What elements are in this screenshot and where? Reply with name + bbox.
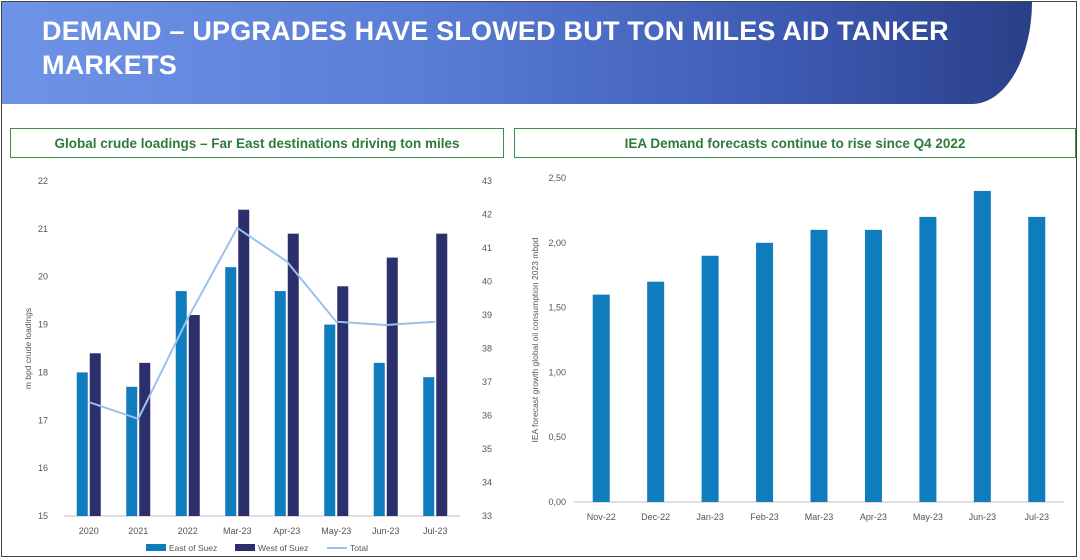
- bar-east-of-suez: [76, 372, 88, 516]
- right-chart-y-tick: 1,50: [548, 303, 566, 313]
- right-panel-header: IEA Demand forecasts continue to rise si…: [514, 128, 1076, 158]
- left-y-tick: 17: [38, 415, 48, 425]
- bar-east-of-suez: [324, 324, 336, 516]
- bar-east-of-suez: [225, 267, 237, 516]
- right-chart-y-tick: 0,00: [548, 497, 566, 507]
- right-chart-x-tick: Jun-23: [969, 512, 997, 522]
- left-panel-header: Global crude loadings – Far East destina…: [10, 128, 504, 158]
- right-chart-x-tick: Apr-23: [860, 512, 887, 522]
- left-x-tick: Jun-23: [372, 526, 400, 536]
- right-y-tick: 38: [482, 344, 492, 354]
- left-y-tick: 16: [38, 463, 48, 473]
- bar-iea-forecast: [810, 229, 828, 502]
- bar-iea-forecast: [647, 281, 665, 502]
- legend-total: Total: [350, 543, 368, 553]
- bar-west-of-suez: [139, 362, 151, 516]
- left-y-tick: 19: [38, 320, 48, 330]
- right-chart-x-tick: Jul-23: [1025, 512, 1050, 522]
- left-y-tick: 21: [38, 224, 48, 234]
- left-y-tick: 18: [38, 367, 48, 377]
- slide-title: DEMAND – UPGRADES HAVE SLOWED BUT TON MI…: [42, 16, 949, 80]
- bar-east-of-suez: [274, 291, 286, 516]
- right-chart-title: IEA Demand forecasts continue to rise si…: [624, 135, 966, 151]
- bar-east-of-suez: [126, 386, 138, 516]
- bar-iea-forecast: [756, 242, 774, 503]
- legend-west-of-suez: West of Suez: [258, 543, 308, 553]
- right-chart-y-tick: 0,50: [548, 432, 566, 442]
- right-chart-x-tick: Nov-22: [587, 512, 616, 522]
- bar-iea-forecast: [1028, 216, 1046, 502]
- left-y-tick: 20: [38, 272, 48, 282]
- right-chart-x-tick: Dec-22: [641, 512, 670, 522]
- right-y-tick: 41: [482, 243, 492, 253]
- bar-west-of-suez: [287, 233, 299, 516]
- right-chart-x-tick: Feb-23: [750, 512, 779, 522]
- bar-west-of-suez: [337, 286, 349, 516]
- left-x-tick: May-23: [321, 526, 351, 536]
- bar-west-of-suez: [436, 233, 448, 516]
- bar-west-of-suez: [89, 353, 101, 516]
- title-banner: DEMAND – UPGRADES HAVE SLOWED BUT TON MI…: [2, 2, 1032, 104]
- legend-swatch-west: [235, 544, 255, 551]
- bar-iea-forecast: [701, 255, 719, 502]
- bar-east-of-suez: [175, 291, 187, 516]
- right-y-tick: 42: [482, 210, 492, 220]
- bar-east-of-suez: [423, 377, 435, 516]
- left-x-tick: 2020: [79, 526, 99, 536]
- bar-west-of-suez: [238, 209, 250, 516]
- bar-west-of-suez: [386, 257, 398, 516]
- right-y-tick: 39: [482, 310, 492, 320]
- right-y-tick: 43: [482, 176, 492, 186]
- bar-iea-forecast: [864, 229, 882, 502]
- bar-west-of-suez: [188, 315, 200, 516]
- left-chart-title: Global crude loadings – Far East destina…: [54, 135, 460, 151]
- right-chart-x-tick: Jan-23: [696, 512, 724, 522]
- left-y-axis-label: m bpd crude loadings: [23, 308, 33, 389]
- right-y-tick: 36: [482, 411, 492, 421]
- right-chart-x-tick: Mar-23: [805, 512, 834, 522]
- legend-swatch-east: [146, 544, 166, 551]
- right-chart-y-tick: 1,00: [548, 367, 566, 377]
- right-chart-y-tick: 2,00: [548, 238, 566, 248]
- right-y-tick: 35: [482, 444, 492, 454]
- right-chart-y-axis-label: IEA forecast growth global oil consumpti…: [530, 237, 540, 442]
- right-y-tick: 40: [482, 277, 492, 287]
- left-y-tick: 15: [38, 511, 48, 521]
- left-x-tick: Jul-23: [423, 526, 448, 536]
- left-y-tick: 22: [38, 176, 48, 186]
- bar-iea-forecast: [973, 190, 991, 502]
- bar-east-of-suez: [373, 362, 385, 516]
- line-total: [88, 226, 436, 421]
- bar-iea-forecast: [592, 294, 610, 502]
- right-y-tick: 33: [482, 511, 492, 521]
- left-x-tick: Apr-23: [273, 526, 300, 536]
- right-y-tick: 37: [482, 377, 492, 387]
- bar-iea-forecast: [919, 216, 937, 502]
- left-x-tick: 2021: [128, 526, 148, 536]
- right-chart-y-tick: 2,50: [548, 173, 566, 183]
- left-x-tick: 2022: [178, 526, 198, 536]
- left-x-tick: Mar-23: [223, 526, 252, 536]
- right-chart-x-tick: May-23: [913, 512, 943, 522]
- legend-east-of-suez: East of Suez: [169, 543, 217, 553]
- right-y-tick: 34: [482, 478, 492, 488]
